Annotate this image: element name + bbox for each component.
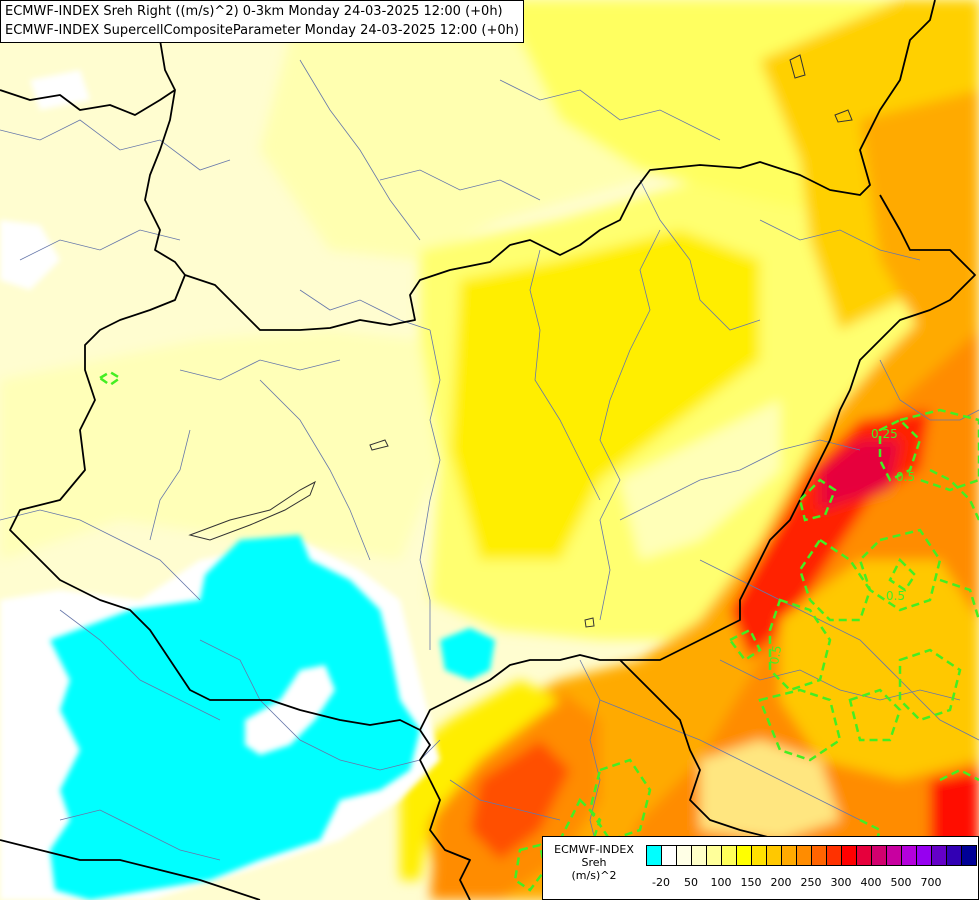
small-lake bbox=[369, 439, 389, 451]
small-lake-3 bbox=[834, 109, 853, 123]
contour-label: 0.5 bbox=[886, 589, 905, 603]
white-hole bbox=[245, 665, 335, 755]
legend-swatch bbox=[841, 845, 857, 866]
legend-swatch bbox=[646, 845, 662, 866]
legend-swatch bbox=[661, 845, 677, 866]
small-lake-4 bbox=[584, 617, 595, 628]
cyan-area-main bbox=[50, 535, 420, 900]
small-lake-2 bbox=[789, 54, 806, 79]
border-north-west bbox=[0, 89, 186, 276]
scp-contour-labels: 0.25 0.5 0.5 0.5 bbox=[767, 427, 915, 666]
legend-tick-label: 250 bbox=[800, 876, 822, 889]
sreh-area-orange-ne bbox=[860, 90, 979, 330]
border-south-west bbox=[429, 779, 471, 900]
legend-swatch bbox=[916, 845, 932, 866]
legend-tick-label: 50 bbox=[684, 876, 698, 889]
legend-swatch bbox=[766, 845, 782, 866]
legend-swatch bbox=[706, 845, 722, 866]
cyan-area bbox=[50, 535, 495, 900]
legend-title-variable: Sreh bbox=[581, 856, 607, 869]
rivers bbox=[0, 59, 979, 861]
legend-tick-label: 500 bbox=[890, 876, 912, 889]
contour-label: 0.25 bbox=[871, 427, 898, 441]
legend-tick-label: 100 bbox=[710, 876, 732, 889]
border-east bbox=[419, 194, 976, 731]
border-south-west-2 bbox=[0, 839, 261, 900]
map-title-scp: ECMWF-INDEX SupercellCompositeParameter … bbox=[5, 23, 519, 38]
legend-tick-label: 200 bbox=[770, 876, 792, 889]
legend-swatch bbox=[736, 845, 752, 866]
sreh-area-crimson bbox=[820, 440, 900, 510]
color-legend: ECMWF-INDEX Sreh (m/s)^2 -20 50 100 150 200 2… bbox=[542, 836, 979, 900]
legend-swatch bbox=[826, 845, 842, 866]
contour-label: 0.5 bbox=[767, 644, 784, 665]
sreh-area-pale-se bbox=[700, 740, 840, 840]
legend-swatch bbox=[796, 845, 812, 866]
sreh-area-yellow-core bbox=[450, 230, 760, 560]
legend-swatch bbox=[811, 845, 827, 866]
legend-swatch bbox=[961, 845, 977, 866]
sreh-area-red-sw bbox=[470, 740, 570, 860]
border-west bbox=[9, 274, 431, 781]
legend-swatch bbox=[781, 845, 797, 866]
legend-swatch bbox=[676, 845, 692, 866]
map-title-box: ECMWF-INDEX Sreh Right ((m/s)^2) 0-3km M… bbox=[0, 0, 524, 43]
legend-swatch bbox=[691, 845, 707, 866]
legend-tick-label: 700 bbox=[920, 876, 942, 889]
sreh-area-cream-west bbox=[0, 330, 440, 560]
sreh-area-light-orange-se bbox=[780, 560, 979, 780]
lake bbox=[188, 480, 316, 541]
legend-swatch bbox=[856, 845, 872, 866]
legend-swatch bbox=[721, 845, 737, 866]
legend-title-units: (m/s)^2 bbox=[571, 869, 617, 882]
legend-swatch bbox=[931, 845, 947, 866]
legend-title-model: ECMWF-INDEX bbox=[554, 843, 634, 856]
border-north-2 bbox=[184, 0, 936, 331]
legend-tick-label: -20 bbox=[652, 876, 670, 889]
legend-tick-label: 300 bbox=[830, 876, 852, 889]
legend-title: ECMWF-INDEX Sreh (m/s)^2 bbox=[547, 843, 641, 882]
border-south bbox=[619, 659, 781, 841]
legend-swatch bbox=[946, 845, 962, 866]
cyan-area-east bbox=[440, 628, 495, 680]
sreh-area-yellow-bottom bbox=[400, 680, 560, 880]
map-title-sreh: ECMWF-INDEX Sreh Right ((m/s)^2) 0-3km M… bbox=[5, 4, 503, 19]
white-area-nw-a bbox=[30, 70, 90, 110]
contour-label: 0.5 bbox=[896, 470, 915, 484]
legend-swatch bbox=[901, 845, 917, 866]
legend-swatch bbox=[871, 845, 887, 866]
legend-swatch bbox=[886, 845, 902, 866]
legend-swatch bbox=[751, 845, 767, 866]
legend-tick-label: 400 bbox=[860, 876, 882, 889]
legend-tick-label: 150 bbox=[740, 876, 762, 889]
